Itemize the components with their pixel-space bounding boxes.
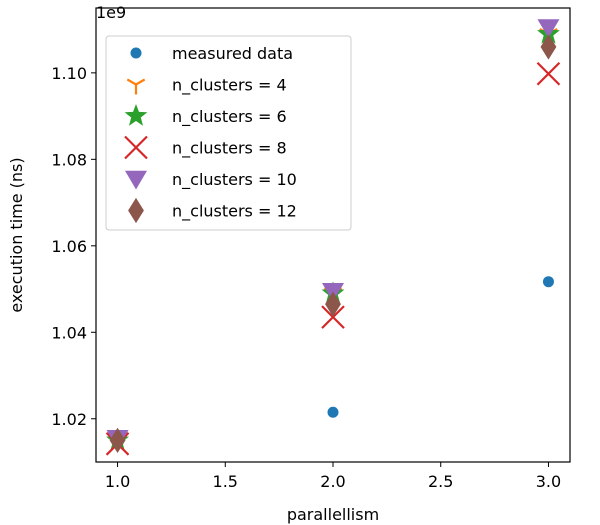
point-series-0-2 <box>542 276 554 288</box>
x-tick-label-2: 2.0 <box>320 472 345 491</box>
legend-marker-0 <box>130 47 142 59</box>
y-tick-label-0: 1.02 <box>51 410 87 429</box>
legend: measured data n_clusters = 4 n_clusters = … <box>105 35 352 231</box>
x-tick-label-4: 3.0 <box>536 472 561 491</box>
legend-marker-4 <box>125 170 147 190</box>
x-tick-label-1: 1.5 <box>213 472 238 491</box>
y-tick-label-4: 1.10 <box>51 64 87 83</box>
legend-label-2: n_clusters = 6 <box>172 107 287 127</box>
x-axis-ticks: 1.0 1.5 2.0 2.5 3.0 <box>105 462 561 491</box>
x-axis-label: parallellism <box>287 505 379 524</box>
point-series-0-1 <box>327 406 339 418</box>
legend-label-0: measured data <box>172 44 293 63</box>
point-series-5-2 <box>540 34 557 60</box>
legend-label-5: n_clusters = 12 <box>172 202 297 222</box>
point-series-5-0 <box>109 427 126 454</box>
legend-label-3: n_clusters = 8 <box>172 139 287 159</box>
data-points <box>105 19 561 456</box>
plot-frame <box>95 7 571 463</box>
y-axis-offset-text: 1e9 <box>96 3 126 22</box>
y-axis-ticks: 1.02 1.04 1.06 1.08 1.10 <box>51 64 96 429</box>
point-series-5-1 <box>325 291 341 317</box>
x-tick-label-0: 1.0 <box>105 472 130 491</box>
legend-marker-5 <box>128 197 144 224</box>
legend-label-4: n_clusters = 10 <box>172 170 297 190</box>
legend-marker-3 <box>124 135 148 160</box>
point-series-3-2 <box>536 61 561 86</box>
y-axis-label: execution time (ns) <box>7 157 26 312</box>
y-tick-label-2: 1.06 <box>51 237 87 256</box>
legend-box <box>105 35 352 231</box>
point-series-4-2 <box>537 19 560 38</box>
point-series-3-1 <box>321 305 345 329</box>
y-tick-label-3: 1.08 <box>51 150 87 169</box>
y-tick-label-1: 1.04 <box>51 323 87 342</box>
legend-marker-1 <box>126 78 146 95</box>
legend-label-1: n_clusters = 4 <box>172 76 287 96</box>
legend-marker-2 <box>124 104 148 126</box>
x-tick-label-3: 2.5 <box>428 472 453 491</box>
